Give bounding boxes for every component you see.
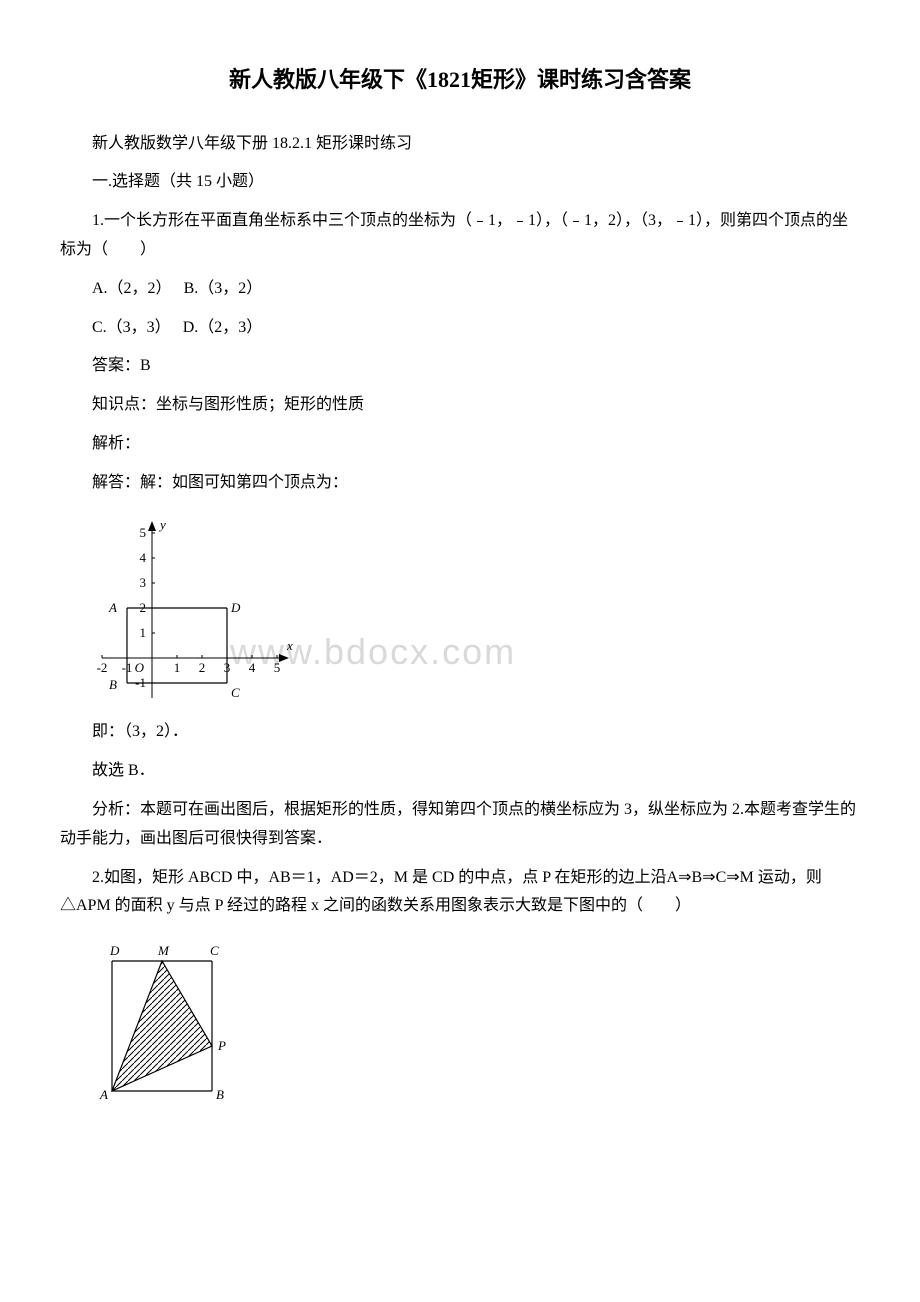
svg-text:A: A bbox=[99, 1087, 108, 1101]
svg-text:3: 3 bbox=[140, 575, 147, 590]
q1-figure: -2-112345-2-112345xyOABCD bbox=[92, 508, 860, 709]
q1-knowledge: 知识点：坐标与图形性质；矩形的性质 bbox=[60, 391, 860, 420]
svg-text:D: D bbox=[230, 600, 241, 615]
svg-text:x: x bbox=[286, 638, 293, 653]
svg-text:5: 5 bbox=[140, 525, 147, 540]
q1-jiexi: 解析： bbox=[60, 430, 860, 459]
q1-ji: 即：（3，2）． bbox=[60, 718, 860, 747]
section-heading: 一.选择题（共 15 小题） bbox=[60, 168, 860, 197]
svg-text:B: B bbox=[216, 1087, 224, 1101]
q1-stem: 1.一个长方形在平面直角坐标系中三个顶点的坐标为（﹣1，﹣1），（﹣1，2），（… bbox=[60, 207, 860, 265]
svg-text:-2: -2 bbox=[97, 660, 108, 675]
q1-optD: D.（2，3） bbox=[183, 319, 263, 336]
q1-optB: B.（3，2） bbox=[184, 280, 263, 297]
svg-text:C: C bbox=[231, 685, 240, 698]
q2-figure: D M C P A B bbox=[92, 931, 860, 1112]
svg-text:C: C bbox=[210, 943, 219, 958]
svg-text:4: 4 bbox=[140, 550, 147, 565]
q1-answer: 答案：B bbox=[60, 352, 860, 381]
rectangle-diagram: D M C P A B bbox=[92, 931, 242, 1101]
q1-fenxi: 分析：本题可在画出图后，根据矩形的性质，得知第四个顶点的横坐标应为 3，纵坐标应… bbox=[60, 796, 860, 854]
svg-text:2: 2 bbox=[199, 660, 206, 675]
svg-text:5: 5 bbox=[274, 660, 281, 675]
q1-options-cd: C.（3，3） D.（2，3） bbox=[60, 314, 860, 343]
svg-text:A: A bbox=[108, 600, 117, 615]
q1-guxuan: 故选 B． bbox=[60, 757, 860, 786]
q1-options-ab: A.（2，2） B.（3，2） bbox=[60, 275, 860, 304]
svg-text:4: 4 bbox=[249, 660, 256, 675]
q1-jieda: 解答：解：如图可知第四个顶点为： bbox=[60, 469, 860, 498]
svg-text:1: 1 bbox=[140, 625, 147, 640]
svg-text:1: 1 bbox=[174, 660, 181, 675]
svg-text:P: P bbox=[217, 1038, 226, 1053]
svg-text:D: D bbox=[109, 943, 120, 958]
page-title: 新人教版八年级下《1821矩形》课时练习含答案 bbox=[60, 60, 860, 100]
svg-text:M: M bbox=[157, 943, 170, 958]
svg-text:B: B bbox=[109, 677, 117, 692]
svg-text:y: y bbox=[158, 517, 166, 532]
q1-optA: A.（2，2） bbox=[92, 280, 164, 297]
coordinate-chart: -2-112345-2-112345xyOABCD bbox=[92, 508, 312, 698]
q2-stem: 2.如图，矩形 ABCD 中，AB＝1，AD＝2，M 是 CD 的中点，点 P … bbox=[60, 864, 860, 922]
q1-optC: C.（3，3） bbox=[92, 319, 163, 336]
svg-text:O: O bbox=[135, 660, 145, 675]
subtitle: 新人教版数学八年级下册 18.2.1 矩形课时练习 bbox=[60, 130, 860, 159]
